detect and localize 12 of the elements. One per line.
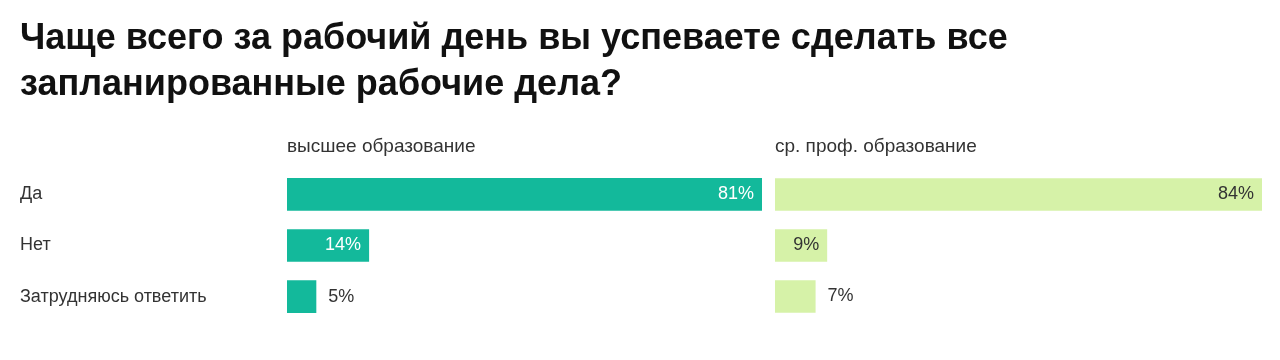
chart-subtitle: ср. проф. образование: [775, 135, 977, 157]
data-label: 81%: [717, 183, 754, 204]
data-label: 7%: [827, 285, 854, 306]
data-label: 14%: [325, 234, 362, 255]
data-label: 5%: [328, 285, 355, 306]
chart-title: Чаще всего за рабочий день вы успеваете сделать все запланированные рабочие дела?: [20, 15, 1009, 105]
y-tick-label: Да: [20, 183, 44, 204]
data-label: 84%: [1217, 183, 1254, 204]
y-tick-label: Затрудняюсь ответить: [20, 285, 207, 306]
y-tick-label: Нет: [20, 234, 51, 255]
data-label: 9%: [793, 234, 820, 255]
chart-subtitle: высшее образование: [287, 135, 476, 157]
